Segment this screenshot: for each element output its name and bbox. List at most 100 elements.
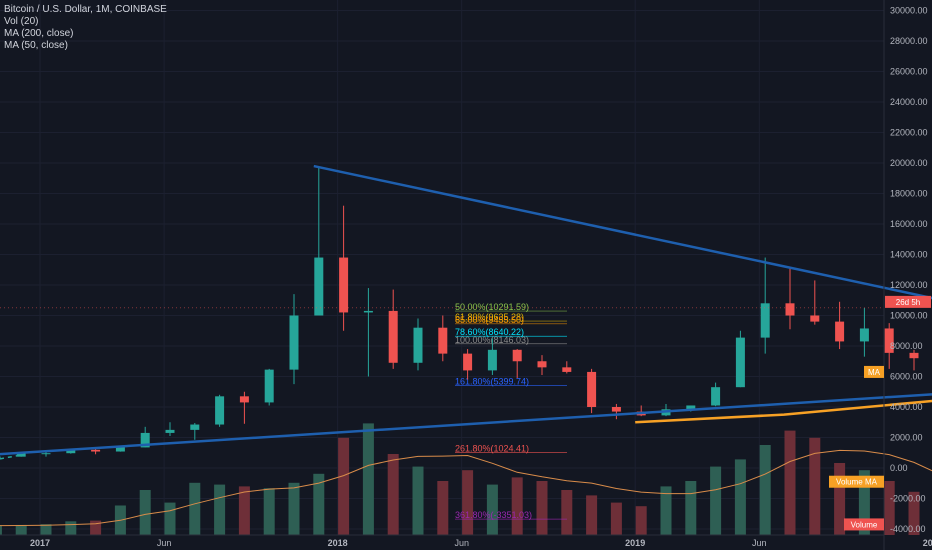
candle-body [735, 337, 745, 388]
y-tick-label: 12000.00 [890, 280, 928, 290]
x-tick-label: 2019 [625, 538, 645, 548]
candle-body [487, 349, 497, 371]
candle-body [140, 432, 150, 448]
candle [190, 423, 200, 440]
volume-bar [759, 445, 771, 535]
candle [314, 166, 324, 316]
indicator-badge-box [844, 518, 884, 531]
candle-body [190, 424, 200, 430]
volume-bar [883, 481, 895, 535]
x-axis: 2017Jun2018Jun2019Jun2020Jun2021Jun2022J… [0, 534, 932, 548]
fib-label: 65.00%(9455.50) [455, 315, 524, 325]
candle [289, 294, 299, 385]
candle-body [363, 310, 373, 313]
candle-body [388, 310, 398, 363]
y-tick-label: 8000.00 [890, 341, 923, 351]
candle-body [239, 396, 249, 403]
candle [537, 355, 547, 375]
trendline-upper [313, 164, 932, 300]
last-price-badge: 26d 5h [885, 295, 931, 308]
y-tick-label: 2000.00 [890, 433, 923, 443]
x-tick-label: Jun [752, 538, 767, 548]
x-tick-label: Jun [454, 538, 469, 548]
indicator-badge-text: Volume [851, 520, 878, 529]
y-tick-label: 16000.00 [890, 219, 928, 229]
candle [562, 361, 572, 374]
candle-body [339, 257, 349, 313]
volume-bar [784, 430, 796, 535]
candle-body [884, 328, 894, 353]
y-tick-label: 24000.00 [890, 97, 928, 107]
volume-bar [313, 473, 325, 535]
fib-label: 50.00%(10291.59) [455, 302, 529, 312]
volume-bar [139, 490, 151, 535]
indicator-badge-text: MA [868, 368, 881, 377]
volume-bar [834, 463, 846, 535]
candle-body [264, 369, 274, 403]
volume-bar [536, 481, 548, 535]
candle [363, 288, 373, 377]
y-tick-label: 6000.00 [890, 372, 923, 382]
last-price-badge-text: 26d 5h [896, 298, 920, 307]
volume-bar [387, 454, 399, 535]
candle [587, 368, 597, 414]
volume-bar [561, 490, 573, 535]
volume-ma-line [0, 449, 932, 527]
candle-body [810, 315, 820, 322]
candle [487, 338, 497, 375]
candle [760, 257, 770, 354]
volume-bar [263, 488, 275, 535]
volume-bar [710, 466, 722, 535]
volume-bar [238, 486, 250, 535]
candle-body [289, 315, 299, 370]
volume-bar [164, 502, 176, 535]
candle [711, 382, 721, 407]
volume-bar [412, 466, 424, 535]
legend-ma200: MA (200, close) [4, 28, 74, 39]
candle [115, 446, 125, 452]
volume-bar [660, 486, 672, 535]
indicator-badge: Volume MA [829, 475, 884, 488]
volume-bar [858, 470, 870, 535]
volume-bar [214, 484, 226, 535]
legend-vol: Vol (20) [4, 16, 39, 27]
y-tick-label: 0.00 [890, 463, 908, 473]
y-tick-label: 28000.00 [890, 36, 928, 46]
candle [264, 368, 274, 406]
fib-label: 161.80%(5399.74) [455, 377, 529, 387]
candle [859, 307, 869, 357]
volume-bar [908, 491, 920, 535]
fib-label: 61.80%(9635.28) [455, 312, 524, 322]
candle [239, 391, 249, 424]
y-tick-label: 10000.00 [890, 311, 928, 321]
volume-bar [15, 524, 27, 535]
volume-bar [685, 481, 697, 535]
volume-bar [734, 459, 746, 535]
y-tick-label: -2000.00 [890, 494, 926, 504]
candle-body [463, 353, 473, 371]
volume-bar [437, 481, 449, 535]
candle [611, 403, 621, 420]
candle-body [562, 367, 572, 372]
trendline-lower [0, 393, 932, 456]
fib-label: 78.60%(8640.22) [455, 327, 524, 337]
y-tick-label: 4000.00 [890, 402, 923, 412]
candle [735, 330, 745, 388]
candle-body [909, 352, 919, 359]
indicator-badge-text: Volume MA [836, 478, 878, 487]
volume-bar [462, 470, 474, 535]
candle [438, 315, 448, 362]
candle-body [41, 453, 51, 455]
candle-body [115, 447, 125, 452]
indicator-badge: MA [864, 365, 884, 378]
candle-body [686, 405, 696, 410]
last-price-badge-box [885, 295, 931, 308]
volume-bar [338, 437, 350, 535]
y-tick-label: 14000.00 [890, 250, 928, 260]
candle-body [438, 327, 448, 354]
candle-body [711, 387, 721, 406]
candle [835, 301, 845, 350]
legend-ma50: MA (50, close) [4, 40, 68, 51]
volume-bar [635, 506, 647, 535]
